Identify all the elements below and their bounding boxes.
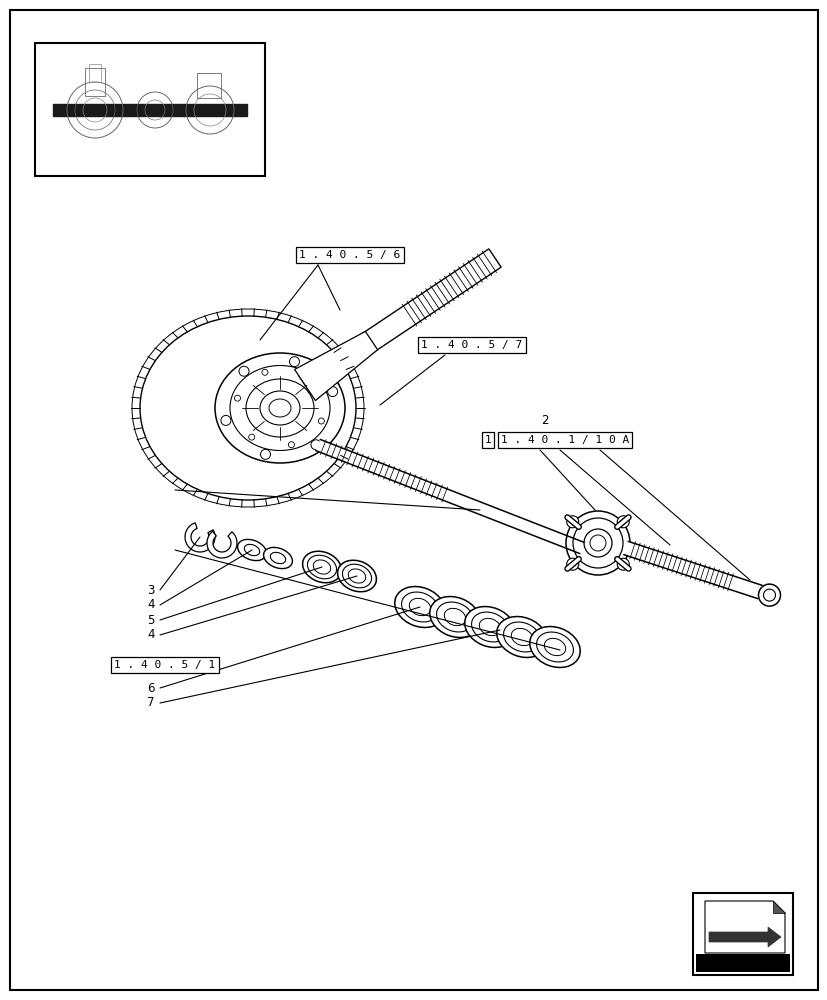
Text: 1 . 4 0 . 5 / 1: 1 . 4 0 . 5 / 1	[114, 660, 215, 670]
Text: 7: 7	[147, 696, 155, 710]
Ellipse shape	[394, 587, 445, 627]
Text: 1 . 4 0 . 5 / 6: 1 . 4 0 . 5 / 6	[299, 250, 400, 260]
Ellipse shape	[429, 597, 480, 637]
Text: 5: 5	[147, 613, 155, 626]
Ellipse shape	[337, 560, 376, 592]
Text: 1 . 4 0 . 1 / 1 0 A: 1 . 4 0 . 1 / 1 0 A	[500, 435, 629, 445]
Ellipse shape	[496, 617, 547, 657]
Ellipse shape	[270, 552, 285, 564]
Bar	[696, 954, 789, 972]
Text: 4: 4	[147, 598, 155, 611]
Text: 1: 1	[484, 435, 491, 445]
Text: 1 . 4 0 . 5 / 7: 1 . 4 0 . 5 / 7	[421, 340, 522, 350]
Circle shape	[566, 511, 629, 575]
Bar	[85, 68, 105, 96]
Polygon shape	[299, 249, 500, 394]
Bar	[692, 893, 792, 975]
Ellipse shape	[302, 551, 341, 583]
Text: 4: 4	[147, 628, 155, 642]
Ellipse shape	[758, 584, 780, 606]
Circle shape	[617, 558, 629, 570]
Bar	[88, 64, 101, 82]
Ellipse shape	[464, 607, 514, 647]
Bar	[696, 896, 789, 972]
Polygon shape	[772, 901, 784, 913]
Circle shape	[566, 558, 578, 570]
Ellipse shape	[237, 539, 266, 561]
Ellipse shape	[244, 544, 260, 556]
Polygon shape	[294, 331, 377, 401]
Polygon shape	[184, 523, 215, 552]
Circle shape	[566, 516, 578, 528]
Polygon shape	[708, 927, 780, 947]
Circle shape	[617, 516, 629, 528]
Text: 2: 2	[541, 414, 548, 426]
Ellipse shape	[263, 547, 292, 569]
Text: 3: 3	[147, 584, 155, 596]
Polygon shape	[207, 531, 237, 558]
Ellipse shape	[529, 627, 580, 667]
Polygon shape	[704, 901, 784, 953]
Circle shape	[583, 529, 611, 557]
Bar	[53, 104, 246, 116]
Bar	[197, 73, 221, 98]
Text: 6: 6	[147, 682, 155, 694]
Polygon shape	[315, 439, 584, 554]
Bar	[35, 43, 265, 176]
Polygon shape	[623, 541, 762, 599]
Ellipse shape	[215, 353, 345, 463]
